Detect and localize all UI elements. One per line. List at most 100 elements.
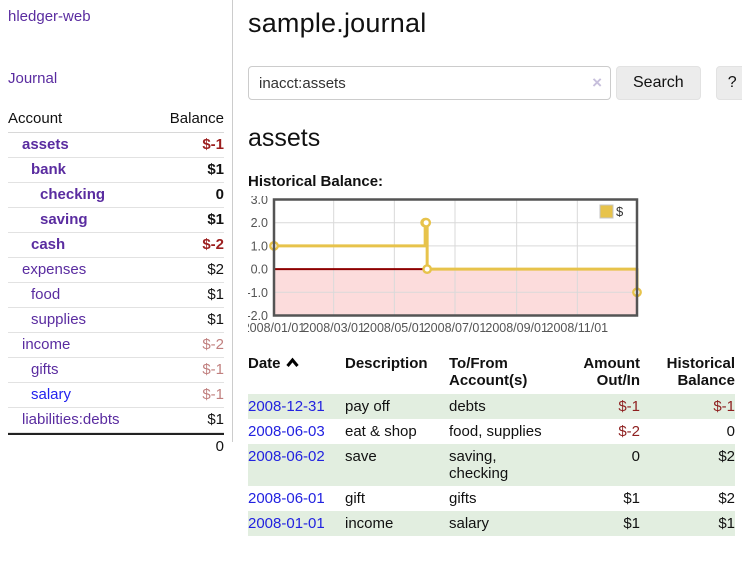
account-link[interactable]: income: [22, 336, 71, 353]
search-form: × Search ?: [248, 66, 742, 100]
account-row: saving $1: [8, 208, 224, 233]
account-link[interactable]: liabilities:debts: [22, 411, 120, 428]
account-link[interactable]: saving: [40, 211, 88, 228]
account-balance: $-1: [202, 361, 224, 378]
transaction-date-link[interactable]: 2008-06-03: [248, 423, 325, 440]
svg-text:0.0: 0.0: [251, 263, 268, 277]
account-heading: assets: [248, 124, 321, 152]
transaction-accounts: food, supplies: [449, 423, 542, 440]
account-row: expenses $2: [8, 258, 224, 283]
account-link[interactable]: checking: [40, 186, 106, 203]
account-balance: $1: [207, 286, 224, 303]
account-link[interactable]: bank: [31, 161, 67, 178]
register-header-description: Description: [345, 355, 428, 372]
register-row: 2008-06-01 gift gifts $1 $2: [248, 486, 735, 511]
account-balance: $2: [207, 261, 224, 278]
transaction-balance: $2: [718, 448, 735, 465]
account-link[interactable]: cash: [31, 236, 66, 253]
account-balance: $1: [207, 211, 224, 228]
sidebar: hledger-web Journal Account Balance asse…: [0, 0, 233, 455]
transaction-balance: $2: [718, 490, 735, 507]
accounts-total: 0: [8, 433, 224, 459]
search-button[interactable]: Search: [616, 66, 701, 100]
svg-text:1.0: 1.0: [251, 239, 268, 253]
balance-chart: $3.0 2.0 1.0 0.0 -1.0 -2.0 2008/01/01 2008/03/0…: [248, 196, 742, 341]
svg-text:2008/03/01: 2008/03/01: [302, 321, 365, 335]
transaction-date-link[interactable]: 2008-06-01: [248, 490, 325, 507]
accounts-table-header: Account Balance: [8, 108, 224, 133]
account-balance: $-2: [202, 336, 224, 353]
account-row: checking 0: [8, 183, 224, 208]
transaction-date-link[interactable]: 2008-12-31: [248, 398, 325, 415]
transaction-amount: $1: [623, 490, 640, 507]
register-header-amount: Amount Out/In: [583, 355, 640, 389]
account-link[interactable]: gifts: [31, 361, 59, 378]
svg-text:2008/07/01: 2008/07/01: [424, 321, 487, 335]
transaction-description: save: [345, 448, 377, 465]
transaction-accounts: debts: [449, 398, 486, 415]
account-balance: $-2: [202, 236, 224, 253]
transaction-date-link[interactable]: 2008-01-01: [248, 515, 325, 532]
register-table: Date Description To/From Account(s) Amou…: [248, 353, 735, 536]
account-balance: $-1: [202, 386, 224, 403]
chart-title: Historical Balance:: [248, 173, 384, 190]
sidebar-item-journal[interactable]: Journal: [8, 70, 58, 87]
register-row: 2008-01-01 income salary $1 $1: [248, 511, 735, 536]
account-row: bank $1: [8, 158, 224, 183]
account-balance: $-1: [202, 136, 224, 153]
page-title: sample.journal: [248, 8, 427, 38]
account-link[interactable]: expenses: [22, 261, 87, 278]
balance-chart-svg[interactable]: $3.0 2.0 1.0 0.0 -1.0 -2.02008/01/012008/03/0…: [248, 196, 735, 341]
svg-text:2008/05/01: 2008/05/01: [363, 321, 426, 335]
account-link[interactable]: supplies: [31, 311, 87, 328]
clear-search-icon[interactable]: ×: [592, 73, 602, 92]
account-row: income $-2: [8, 333, 224, 358]
account-link[interactable]: salary: [31, 386, 72, 403]
search-input[interactable]: [248, 66, 611, 100]
register-row: 2008-06-02 save saving, checking 0 $2: [248, 444, 735, 486]
app-title-link[interactable]: hledger-web: [8, 8, 91, 25]
accounts-table: Account Balance assets $-1 bank $1 checking 0…: [8, 108, 224, 459]
help-button[interactable]: ?: [715, 66, 742, 100]
register-rows: 2008-12-31 pay off debts $-1 $-1 2008-06-03 ea…: [248, 394, 735, 536]
transaction-description: gift: [345, 490, 366, 507]
account-link[interactable]: assets: [22, 136, 69, 153]
svg-text:2008/11/01: 2008/11/01: [547, 321, 609, 335]
account-link[interactable]: food: [31, 286, 61, 303]
transaction-balance: $1: [718, 515, 735, 532]
account-balance: $1: [207, 311, 224, 328]
transaction-description: income: [345, 515, 394, 532]
transaction-date-link[interactable]: 2008-06-02: [248, 448, 325, 465]
register-header-row: Date Description To/From Account(s) Amou…: [248, 353, 735, 394]
transaction-accounts: salary: [449, 515, 490, 532]
register-row: 2008-06-03 eat & shop food, supplies $-2 0: [248, 419, 735, 444]
account-row: assets $-1: [8, 133, 224, 158]
account-row: gifts $-1: [8, 358, 224, 383]
transaction-description: pay off: [345, 398, 390, 415]
account-row: food $1: [8, 283, 224, 308]
transaction-balance: $-1: [713, 398, 735, 415]
transaction-amount: $-2: [618, 423, 640, 440]
register-header-date-label: Date: [248, 355, 281, 372]
transaction-amount: $-1: [618, 398, 640, 415]
svg-text:2008/01/01: 2008/01/01: [248, 321, 305, 335]
svg-text:$: $: [616, 204, 624, 219]
accounts-rows: assets $-1 bank $1 checking 0 saving $1 cash $-2 e…: [8, 133, 224, 433]
transaction-balance: 0: [726, 423, 735, 440]
svg-text:-2.0: -2.0: [248, 309, 268, 323]
account-balance: $1: [207, 161, 224, 178]
svg-text:2008/09/01: 2008/09/01: [485, 321, 548, 335]
svg-text:-1.0: -1.0: [248, 286, 268, 300]
register-header-accounts: To/From Account(s): [449, 355, 528, 389]
transaction-accounts: gifts: [449, 490, 477, 507]
account-balance: 0: [215, 186, 224, 203]
account-row: salary $-1: [8, 383, 224, 408]
accounts-header-account: Account: [8, 110, 63, 127]
transaction-accounts: saving, checking: [449, 448, 509, 482]
register-header-date[interactable]: Date: [248, 353, 345, 394]
account-balance: $1: [207, 411, 224, 428]
svg-text:2.0: 2.0: [251, 216, 268, 230]
search-box: ×: [248, 66, 611, 100]
sort-ascending-icon: [285, 357, 299, 367]
account-row: liabilities:debts $1: [8, 408, 224, 433]
